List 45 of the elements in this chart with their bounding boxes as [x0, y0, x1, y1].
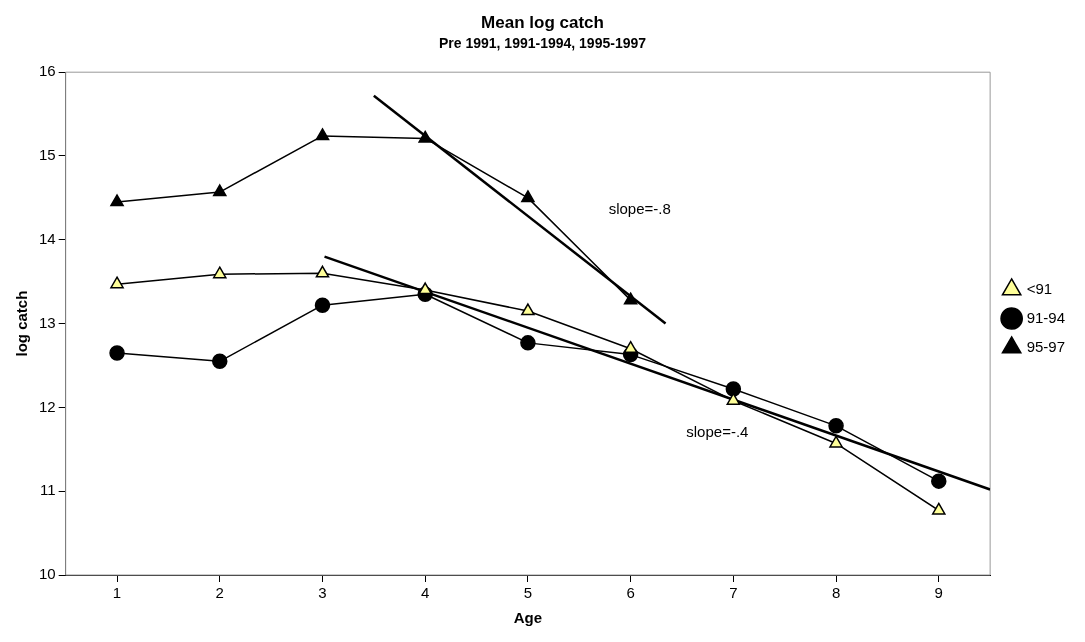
legend-label: <91: [1026, 279, 1053, 297]
chart-title: Mean log catch: [481, 12, 604, 32]
y-tick-label: 14: [39, 229, 56, 247]
point: [315, 128, 330, 141]
x-tick-label: 1: [112, 584, 122, 602]
point: [109, 345, 125, 361]
point: [212, 184, 227, 197]
x-tick-label: 5: [523, 584, 533, 602]
y-tick-label: 16: [39, 62, 56, 80]
legend-label: 91-94: [1026, 308, 1066, 326]
x-tick-label: 3: [318, 584, 327, 602]
point: [623, 340, 638, 353]
annotation: slope=-.8: [608, 199, 671, 217]
x-tick-label: 2: [215, 584, 224, 602]
point: [521, 190, 535, 203]
legend-label: 95-97: [1026, 337, 1066, 355]
y-tick-label: 12: [39, 397, 56, 415]
point: [725, 381, 742, 397]
point: [212, 353, 228, 370]
point: [521, 303, 535, 316]
point: [110, 194, 124, 207]
x-tick-label: 7: [729, 584, 738, 602]
point: [623, 292, 638, 305]
x-tick-label: 9: [934, 584, 943, 602]
point: [828, 418, 844, 434]
point: [520, 335, 536, 351]
y-tick-label: 11: [40, 481, 56, 499]
point: [418, 130, 433, 143]
y-axis-title: log catch: [13, 290, 31, 357]
point: [829, 435, 843, 448]
point: [110, 276, 124, 289]
y-tick-label: 15: [39, 146, 56, 164]
y-tick-label: 10: [39, 565, 56, 583]
x-axis-title: Age: [513, 609, 543, 627]
x-tick-label: 4: [421, 584, 430, 602]
x-tick-label: 8: [831, 584, 841, 602]
point: [931, 502, 946, 515]
point: [314, 297, 331, 313]
point: [212, 266, 227, 279]
chart-subtitle: Pre 1991, 1991-1994, 1995-1997: [438, 34, 647, 51]
point: [315, 265, 330, 278]
point: [931, 473, 947, 489]
y-tick-label: 13: [39, 313, 56, 331]
annotation: slope=-.4: [686, 423, 749, 441]
x-tick-label: 6: [626, 584, 635, 602]
